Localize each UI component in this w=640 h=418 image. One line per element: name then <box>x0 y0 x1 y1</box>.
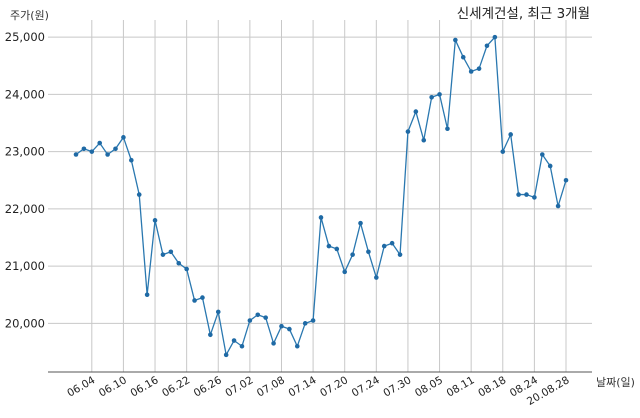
x-tick-label: 06.26 <box>192 374 224 400</box>
data-point <box>168 249 174 255</box>
data-point <box>247 318 253 323</box>
y-tick-label: 23,000 <box>5 145 45 159</box>
x-axis-label: 날짜(일) <box>596 375 635 389</box>
data-point <box>144 292 150 298</box>
data-point <box>310 318 316 323</box>
data-point <box>184 266 189 272</box>
data-point <box>350 252 355 257</box>
data-point <box>460 54 466 60</box>
x-tick-label: 06.04 <box>65 374 97 400</box>
x-tick-label: 07.24 <box>350 374 382 400</box>
data-point <box>215 309 221 315</box>
data-point <box>129 157 134 163</box>
x-tick-label: 07.08 <box>255 374 287 399</box>
x-tick-label: 08.11 <box>445 374 477 399</box>
y-tick-labels: 20,000 21,000 22,000 23,000 24,000 25,000 <box>5 30 45 330</box>
data-point <box>136 192 142 197</box>
y-tick-label: 25,000 <box>5 30 45 44</box>
data-point <box>113 146 118 152</box>
data-point <box>405 129 411 134</box>
data-point <box>255 312 261 318</box>
data-point <box>539 152 545 157</box>
y-tick-label: 21,000 <box>5 259 45 273</box>
data-point <box>176 260 182 266</box>
data-point <box>381 243 387 249</box>
grid-layer <box>48 20 592 372</box>
data-point <box>484 43 490 49</box>
y-tick-label: 20,000 <box>5 316 45 330</box>
data-point <box>208 332 213 338</box>
data-point <box>366 249 371 255</box>
data-point <box>413 109 419 114</box>
chart-title: 신세계건설, 최근 3개월 <box>457 6 590 22</box>
series-layer <box>73 34 569 358</box>
data-point <box>271 341 276 346</box>
y-axis-label: 주가(원) <box>10 9 49 22</box>
data-point <box>500 149 506 154</box>
data-point <box>239 343 245 349</box>
data-point <box>437 92 442 97</box>
x-tick-label: 07.30 <box>381 374 413 399</box>
data-point <box>152 218 158 223</box>
x-tick-label: 08.05 <box>413 374 445 399</box>
x-tick-labels: 06.04 06.10 06.16 06.22 06.26 07.02 07.08 07.14… <box>65 374 571 408</box>
data-point <box>476 66 482 71</box>
data-point <box>508 132 513 137</box>
series-line <box>75 35 567 357</box>
data-point <box>97 140 103 146</box>
data-point <box>326 243 332 249</box>
data-point <box>287 326 292 332</box>
data-point <box>547 163 553 169</box>
x-tick-label: 07.02 <box>223 374 255 399</box>
data-point <box>563 177 569 183</box>
data-point <box>453 37 458 43</box>
y-tick-label: 24,000 <box>5 87 45 101</box>
data-point <box>492 34 498 40</box>
data-point <box>468 69 474 74</box>
data-point <box>223 352 229 358</box>
data-point <box>421 137 427 143</box>
data-point <box>445 126 450 132</box>
data-point <box>294 343 300 349</box>
data-point <box>160 252 166 257</box>
data-point <box>263 315 268 320</box>
data-point <box>397 252 403 257</box>
data-point <box>81 146 87 152</box>
data-point <box>389 240 395 246</box>
data-point <box>89 149 95 154</box>
data-point <box>192 298 197 303</box>
data-point <box>279 323 284 329</box>
x-tick-label: 07.20 <box>318 374 350 399</box>
data-point <box>358 220 363 226</box>
x-tick-label: 06.22 <box>160 374 192 399</box>
data-point <box>342 269 348 275</box>
x-tick-label: 08.18 <box>476 374 508 399</box>
data-point <box>73 152 79 157</box>
data-point <box>429 94 434 100</box>
x-tick-label: 07.14 <box>287 374 319 400</box>
data-point <box>318 215 324 220</box>
data-point <box>532 195 537 200</box>
data-point <box>121 135 126 140</box>
data-point <box>302 321 308 326</box>
data-point <box>516 192 521 197</box>
data-point <box>524 192 529 197</box>
data-point <box>555 203 561 209</box>
data-point <box>231 338 237 343</box>
data-point <box>334 246 340 252</box>
data-point <box>374 275 379 280</box>
x-tick-label: 06.16 <box>128 374 160 400</box>
data-point <box>105 152 110 157</box>
y-tick-label: 22,000 <box>5 202 45 216</box>
data-point <box>200 295 205 300</box>
x-tick-label: 06.10 <box>97 374 129 399</box>
